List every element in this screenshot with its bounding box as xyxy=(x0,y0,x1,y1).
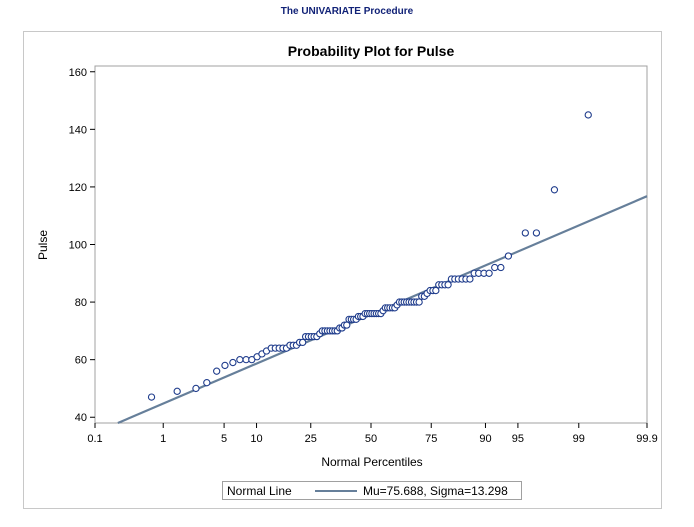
y-tick-label: 60 xyxy=(75,355,87,367)
data-point xyxy=(444,281,452,289)
x-tick-label: 90 xyxy=(479,433,491,445)
x-tick-label: 75 xyxy=(425,433,437,445)
x-tick-label: 10 xyxy=(250,433,262,445)
data-point xyxy=(147,393,156,401)
data-point xyxy=(173,387,181,395)
data-point xyxy=(485,269,493,277)
legend-entry-label: Mu=75.688, Sigma=13.298 xyxy=(363,484,508,498)
legend-title: Normal Line xyxy=(227,484,292,498)
y-tick-label: 120 xyxy=(69,182,87,194)
data-point xyxy=(532,229,541,237)
data-point xyxy=(298,338,307,347)
data-point xyxy=(236,356,244,364)
data-point xyxy=(497,263,505,272)
data-point xyxy=(229,358,237,367)
data-point xyxy=(213,367,221,375)
x-tick-label: 95 xyxy=(512,433,524,445)
y-tick-label: 160 xyxy=(69,67,87,79)
x-tick-label: 1 xyxy=(160,433,166,445)
data-point xyxy=(415,298,423,306)
procedure-title: The UNIVARIATE Procedure xyxy=(280,6,414,17)
y-tick-label: 40 xyxy=(75,412,87,424)
x-tick-label: 25 xyxy=(305,433,317,445)
x-axis: 0.1 1 5 10 25 50 75 90 95 99 99.9 xyxy=(87,423,658,445)
x-tick-label: 5 xyxy=(221,433,227,445)
x-tick-label: 50 xyxy=(365,433,377,445)
x-tick-label: 0.1 xyxy=(87,433,102,445)
data-point xyxy=(491,263,499,272)
data-point xyxy=(550,186,559,194)
plot-area xyxy=(94,65,648,424)
data-point xyxy=(192,384,200,393)
data-point xyxy=(584,111,592,119)
y-tick-label: 80 xyxy=(75,297,87,309)
graph-frame xyxy=(23,31,662,509)
data-point xyxy=(504,252,513,260)
y-tick-label: 140 xyxy=(69,124,87,136)
y-axis: 40 60 80 100 120 140 160 xyxy=(69,67,95,424)
x-axis-label: Normal Percentiles xyxy=(321,455,422,469)
y-axis-label: Pulse xyxy=(36,230,50,260)
plot-title: Probability Plot for Pulse xyxy=(288,43,455,59)
data-point xyxy=(221,361,229,370)
legend-line-swatch xyxy=(315,490,357,492)
data-point xyxy=(432,286,440,295)
x-tick-label: 99.9 xyxy=(636,433,657,445)
data-point xyxy=(466,275,474,283)
data-point xyxy=(521,229,529,237)
data-point xyxy=(203,379,211,387)
y-tick-label: 100 xyxy=(69,240,87,252)
points-layer xyxy=(147,111,592,401)
x-tick-label: 99 xyxy=(573,433,585,445)
legend: Normal Line Mu=75.688, Sigma=13.298 xyxy=(222,481,522,500)
